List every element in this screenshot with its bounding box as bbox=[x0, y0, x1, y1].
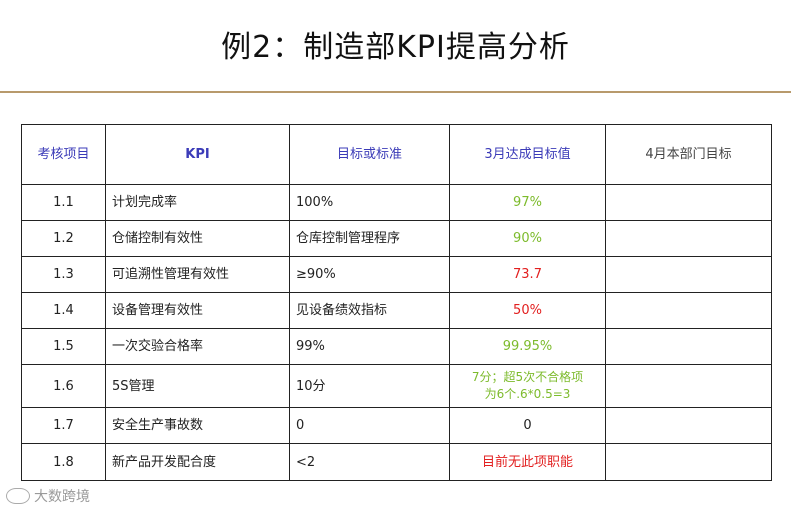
row-standard: 0 bbox=[289, 407, 450, 444]
row-id: 1.5 bbox=[21, 328, 106, 365]
row-april-target bbox=[605, 443, 772, 481]
row-kpi: 一次交验合格率 bbox=[105, 328, 290, 365]
header-item: 考核项目 bbox=[21, 124, 106, 185]
row-kpi: 计划完成率 bbox=[105, 184, 290, 221]
row-kpi: 可追溯性管理有效性 bbox=[105, 256, 290, 293]
table-header-row: 考核项目 KPI 目标或标准 3月达成目标值 4月本部门目标 bbox=[21, 124, 772, 185]
header-march: 3月达成目标值 bbox=[449, 124, 606, 185]
header-kpi: KPI bbox=[105, 124, 290, 185]
header-standard: 目标或标准 bbox=[289, 124, 450, 185]
row-id: 1.1 bbox=[21, 184, 106, 221]
row-march-value: 97% bbox=[449, 184, 606, 221]
page-title: 例2：制造部KPI提高分析 bbox=[221, 30, 570, 65]
row-kpi: 仓储控制有效性 bbox=[105, 220, 290, 257]
row-kpi: 5S管理 bbox=[105, 364, 290, 408]
table-row: 1.3 可追溯性管理有效性 ≥90% 73.7 bbox=[21, 256, 772, 293]
row-april-target bbox=[605, 407, 772, 444]
table-row: 1.7 安全生产事故数 0 0 bbox=[21, 407, 772, 444]
row-april-target bbox=[605, 220, 772, 257]
row-id: 1.3 bbox=[21, 256, 106, 293]
row-standard: 见设备绩效指标 bbox=[289, 292, 450, 329]
row-march-line2: 为6个.6*0.5=3 bbox=[484, 387, 571, 401]
row-id: 1.6 bbox=[21, 364, 106, 408]
table-row: 1.8 新产品开发配合度 <2 目前无此项职能 bbox=[21, 443, 772, 481]
table-row: 1.5 一次交验合格率 99% 99.95% bbox=[21, 328, 772, 365]
row-march-value: 90% bbox=[449, 220, 606, 257]
title-divider bbox=[0, 91, 791, 93]
row-april-target bbox=[605, 364, 772, 408]
row-standard: 仓库控制管理程序 bbox=[289, 220, 450, 257]
watermark-text: 大数跨境 bbox=[34, 489, 90, 505]
row-standard: 100% bbox=[289, 184, 450, 221]
row-april-target bbox=[605, 256, 772, 293]
table-row: 1.4 设备管理有效性 见设备绩效指标 50% bbox=[21, 292, 772, 329]
table-row: 1.6 5S管理 10分 7分；超5次不合格项 为6个.6*0.5=3 bbox=[21, 364, 772, 408]
row-kpi: 新产品开发配合度 bbox=[105, 443, 290, 481]
row-march-value: 50% bbox=[449, 292, 606, 329]
row-march-value: 7分；超5次不合格项 为6个.6*0.5=3 bbox=[449, 364, 606, 408]
row-standard: ≥90% bbox=[289, 256, 450, 293]
row-id: 1.4 bbox=[21, 292, 106, 329]
watermark: 大数跨境 bbox=[6, 486, 90, 506]
row-id: 1.7 bbox=[21, 407, 106, 444]
table-row: 1.1 计划完成率 100% 97% bbox=[21, 184, 772, 221]
row-kpi: 安全生产事故数 bbox=[105, 407, 290, 444]
row-march-value: 73.7 bbox=[449, 256, 606, 293]
table-row: 1.2 仓储控制有效性 仓库控制管理程序 90% bbox=[21, 220, 772, 257]
row-april-target bbox=[605, 184, 772, 221]
header-april: 4月本部门目标 bbox=[605, 124, 772, 185]
row-kpi: 设备管理有效性 bbox=[105, 292, 290, 329]
row-march-value: 0 bbox=[449, 407, 606, 444]
kpi-table: 考核项目 KPI 目标或标准 3月达成目标值 4月本部门目标 1.1 计划完成率… bbox=[21, 124, 772, 481]
row-standard: 99% bbox=[289, 328, 450, 365]
row-id: 1.2 bbox=[21, 220, 106, 257]
watermark-logo-icon bbox=[6, 488, 30, 504]
row-march-line1: 7分；超5次不合格项 bbox=[471, 370, 584, 384]
row-april-target bbox=[605, 328, 772, 365]
row-id: 1.8 bbox=[21, 443, 106, 481]
row-march-value: 99.95% bbox=[449, 328, 606, 365]
row-standard: 10分 bbox=[289, 364, 450, 408]
row-april-target bbox=[605, 292, 772, 329]
row-standard: <2 bbox=[289, 443, 450, 481]
row-march-value: 目前无此项职能 bbox=[449, 443, 606, 481]
